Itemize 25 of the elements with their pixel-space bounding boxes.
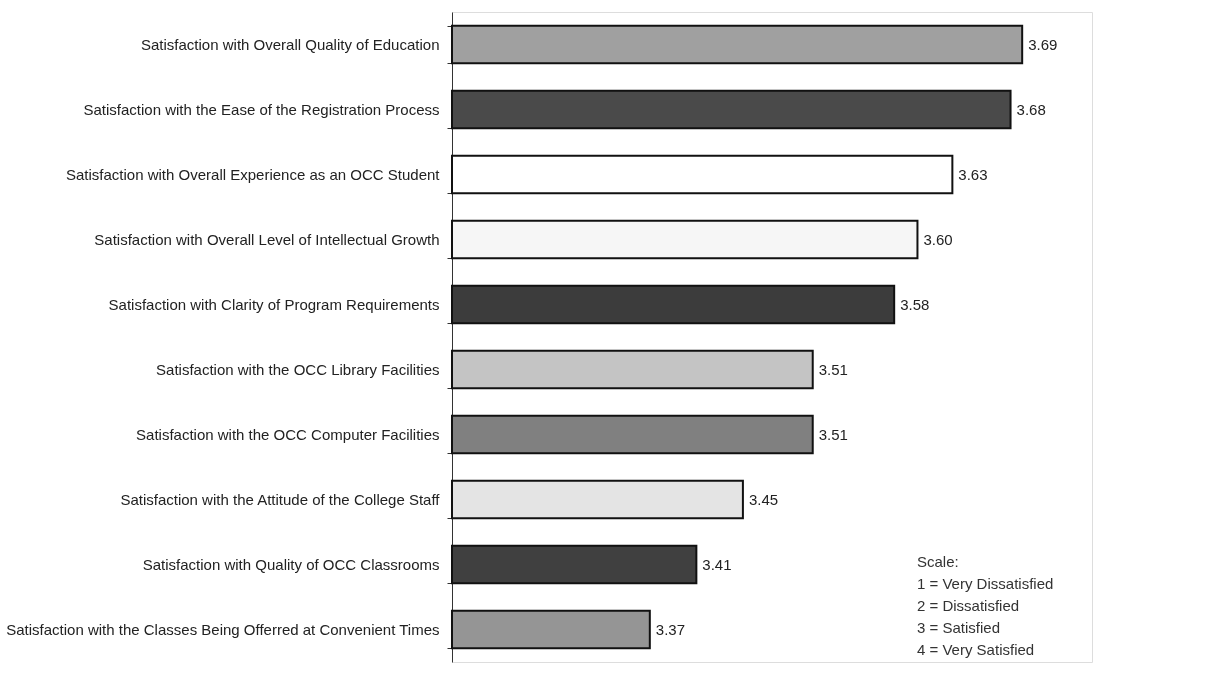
data-label: 3.41 <box>702 555 732 573</box>
annotation: Scale: <box>917 553 959 570</box>
y-tick-label: Satisfaction with Clarity of Program Requirements <box>108 296 440 313</box>
data-label: 3.60 <box>923 230 953 248</box>
annotation: 2 = Dissatisfied <box>917 597 1020 614</box>
annotation: 3 = Satisfied <box>917 619 1000 636</box>
annotation: 4 = Very Satisfied <box>917 641 1035 658</box>
data-label: 3.37 <box>655 620 686 638</box>
y-tick-label: Satisfaction with the OCC Library Facilities <box>156 361 440 378</box>
data-label: 3.45 <box>748 490 779 508</box>
data-label: 3.51 <box>818 360 848 378</box>
y-tick-label: Satisfaction with the Attitude of the College Staff <box>120 491 441 508</box>
data-label: 3.69 <box>1028 35 1058 53</box>
y-tick-label: Satisfaction with the Classes Being Offerred at Convenient Times <box>6 621 440 638</box>
y-tick-label: Satisfaction with Quality of OCC Classrooms <box>142 556 440 573</box>
y-tick-label: Satisfaction with the OCC Computer Facilities <box>136 426 440 443</box>
annotation: 1 = Very Dissatisfied <box>917 575 1054 592</box>
data-label: 3.68 <box>1016 100 1046 118</box>
y-tick-label: Satisfaction with Overall Experience as an OCC Student <box>65 166 441 183</box>
y-tick-label: Satisfaction with Overall Quality of Education <box>141 36 440 53</box>
data-label: 3.63 <box>958 165 988 183</box>
y-tick-label: Satisfaction with the Ease of the Registration Process <box>83 101 440 118</box>
y-tick-label: Satisfaction with Overall Level of Intellectual Growth <box>94 231 440 248</box>
data-label: 3.58 <box>900 295 930 313</box>
data-label: 3.51 <box>818 425 848 443</box>
